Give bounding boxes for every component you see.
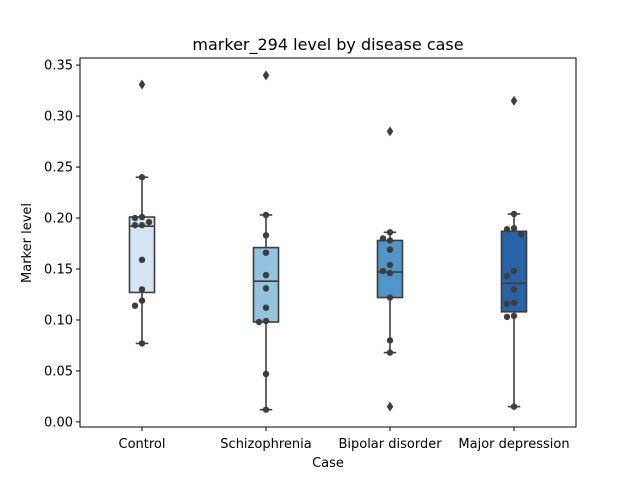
box: [128, 216, 156, 294]
data-point: [262, 249, 270, 256]
y-tick-label: 0.05: [44, 364, 73, 379]
data-point: [510, 299, 518, 306]
chart-title: marker_294 level by disease case: [192, 35, 463, 55]
data-point: [262, 304, 270, 311]
outlier-point: [386, 126, 394, 137]
data-point: [262, 370, 270, 378]
data-point: [517, 231, 525, 238]
y-tick-label: 0.35: [44, 59, 73, 74]
x-tick-label: Bipolar disorder: [338, 437, 442, 452]
outlier-point: [262, 70, 270, 81]
data-point: [503, 226, 511, 233]
data-point: [138, 174, 146, 181]
y-tick-label: 0.00: [44, 415, 73, 430]
x-tick-label: Schizophrenia: [220, 437, 311, 452]
y-tick-label: 0.25: [44, 161, 73, 176]
data-point: [386, 237, 394, 244]
data-point: [138, 340, 146, 347]
data-point: [262, 271, 270, 279]
data-point: [262, 232, 270, 239]
outlier-point: [386, 401, 394, 412]
data-point: [138, 213, 146, 221]
y-tick-label: 0.15: [44, 263, 73, 278]
y-tick-label: 0.10: [44, 313, 73, 328]
data-point: [510, 286, 518, 293]
data-point: [138, 286, 146, 293]
data-point: [255, 318, 263, 326]
y-tick-label: 0.30: [44, 110, 73, 125]
data-point: [379, 267, 387, 275]
data-point: [131, 302, 139, 309]
x-tick-label: Major depression: [458, 437, 569, 452]
data-point: [138, 256, 146, 264]
data-point: [510, 403, 518, 410]
data-point: [510, 267, 518, 275]
data-point: [262, 285, 270, 292]
data-point: [145, 218, 153, 226]
data-point: [262, 317, 270, 325]
data-point: [503, 272, 511, 280]
y-tick-label: 0.20: [44, 212, 73, 227]
data-point: [510, 312, 518, 320]
data-point: [386, 349, 394, 356]
data-point: [131, 221, 139, 229]
data-point: [262, 406, 270, 413]
data-point: [386, 269, 394, 277]
outlier-point: [138, 79, 146, 90]
data-point: [379, 235, 387, 242]
data-point: [386, 229, 394, 236]
plot-area: 0.00 0.05 0.10 0.15 0.20 0.25 0.30 0.35 Control S…: [44, 57, 577, 452]
data-point: [138, 297, 146, 304]
y-axis-label: Marker level: [20, 203, 35, 283]
data-point: [386, 294, 394, 301]
data-point: [386, 337, 394, 344]
data-point: [262, 211, 270, 219]
outlier-point: [510, 95, 518, 106]
data-point: [386, 246, 394, 253]
data-point: [386, 261, 394, 269]
data-point: [131, 214, 139, 222]
data-point: [503, 300, 511, 307]
data-point: [510, 210, 518, 218]
box: [500, 230, 528, 313]
plot-frame: [79, 57, 577, 428]
data-point: [503, 313, 511, 321]
data-point: [510, 225, 518, 232]
x-tick-label: Control: [119, 437, 166, 452]
x-axis-label: Case: [312, 456, 344, 471]
data-point: [138, 221, 146, 229]
